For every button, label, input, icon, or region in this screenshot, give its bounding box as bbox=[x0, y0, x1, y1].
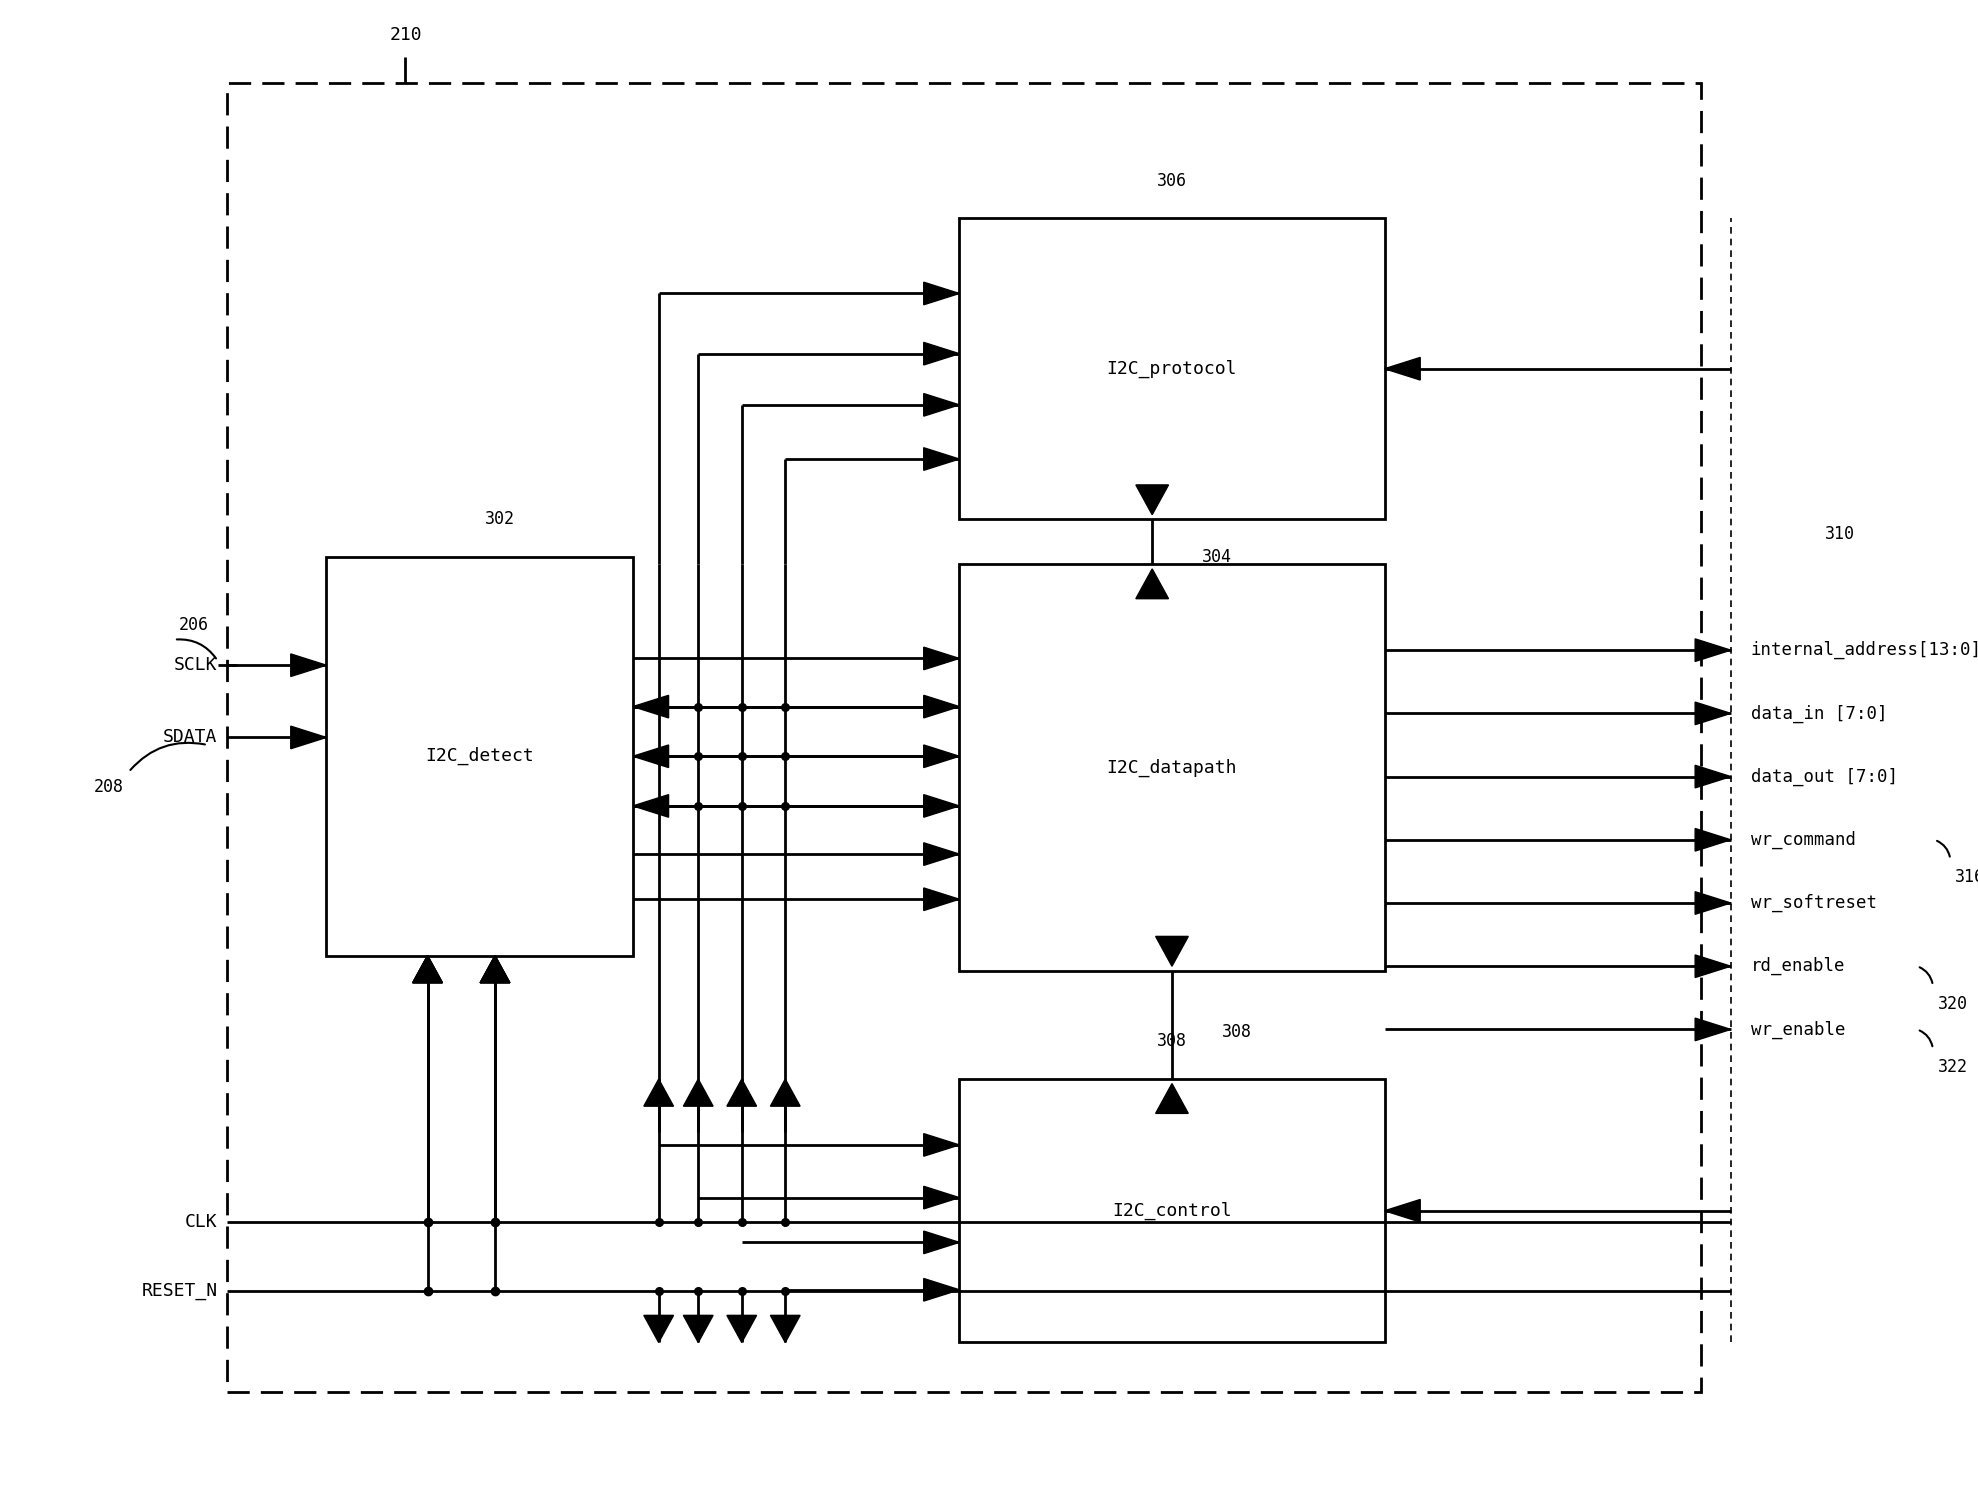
Polygon shape bbox=[481, 956, 510, 983]
Polygon shape bbox=[645, 1079, 673, 1106]
Bar bbox=[959, 1079, 1385, 1342]
Polygon shape bbox=[924, 888, 959, 911]
Polygon shape bbox=[924, 1186, 959, 1209]
Text: data_out [7:0]: data_out [7:0] bbox=[1751, 768, 1897, 786]
Polygon shape bbox=[633, 695, 669, 718]
Polygon shape bbox=[924, 1279, 959, 1300]
Text: data_in [7:0]: data_in [7:0] bbox=[1751, 704, 1887, 722]
Bar bbox=[227, 83, 1701, 1392]
Polygon shape bbox=[1155, 936, 1189, 966]
Polygon shape bbox=[728, 1079, 758, 1106]
Text: I2C_protocol: I2C_protocol bbox=[1108, 360, 1236, 378]
Bar bbox=[959, 564, 1385, 971]
Text: I2C_datapath: I2C_datapath bbox=[1108, 759, 1236, 777]
Polygon shape bbox=[1695, 828, 1731, 852]
Polygon shape bbox=[1695, 703, 1731, 725]
Polygon shape bbox=[924, 1231, 959, 1254]
Polygon shape bbox=[684, 1079, 712, 1106]
Bar bbox=[326, 557, 633, 956]
Text: 208: 208 bbox=[93, 778, 125, 796]
Polygon shape bbox=[1135, 485, 1169, 515]
Text: 308: 308 bbox=[1157, 1032, 1187, 1050]
Polygon shape bbox=[924, 393, 959, 415]
Polygon shape bbox=[924, 745, 959, 768]
Polygon shape bbox=[771, 1315, 799, 1342]
Text: SCLK: SCLK bbox=[174, 656, 218, 674]
Text: I2C_control: I2C_control bbox=[1112, 1201, 1232, 1221]
Text: 206: 206 bbox=[178, 616, 210, 634]
Polygon shape bbox=[413, 956, 443, 983]
Polygon shape bbox=[728, 1315, 758, 1342]
Text: 320: 320 bbox=[1938, 995, 1968, 1013]
Polygon shape bbox=[1155, 1084, 1189, 1114]
Text: 308: 308 bbox=[1222, 1023, 1252, 1041]
Polygon shape bbox=[1385, 1199, 1420, 1222]
Text: 302: 302 bbox=[485, 510, 514, 528]
Text: SDATA: SDATA bbox=[164, 728, 218, 746]
Polygon shape bbox=[1135, 569, 1169, 599]
Text: wr_softreset: wr_softreset bbox=[1751, 894, 1877, 912]
Polygon shape bbox=[291, 727, 326, 748]
Polygon shape bbox=[1695, 1017, 1731, 1041]
Text: I2C_detect: I2C_detect bbox=[425, 746, 534, 766]
Polygon shape bbox=[413, 956, 443, 983]
Polygon shape bbox=[413, 956, 443, 983]
Polygon shape bbox=[1695, 766, 1731, 789]
Text: 210: 210 bbox=[390, 26, 421, 44]
Polygon shape bbox=[1695, 956, 1731, 978]
Text: wr_command: wr_command bbox=[1751, 831, 1855, 849]
Polygon shape bbox=[633, 745, 669, 768]
Text: wr_enable: wr_enable bbox=[1751, 1020, 1845, 1038]
Polygon shape bbox=[481, 956, 510, 983]
Polygon shape bbox=[924, 695, 959, 718]
Polygon shape bbox=[291, 653, 326, 676]
Polygon shape bbox=[684, 1315, 712, 1342]
Polygon shape bbox=[924, 447, 959, 470]
Polygon shape bbox=[924, 647, 959, 670]
Polygon shape bbox=[1695, 640, 1731, 662]
Text: 304: 304 bbox=[1203, 548, 1232, 566]
Polygon shape bbox=[1695, 891, 1731, 915]
Text: RESET_N: RESET_N bbox=[142, 1282, 218, 1300]
Text: internal_address[13:0]: internal_address[13:0] bbox=[1751, 641, 1978, 659]
Text: CLK: CLK bbox=[186, 1213, 218, 1231]
Bar bbox=[959, 218, 1385, 519]
Polygon shape bbox=[633, 795, 669, 817]
Polygon shape bbox=[924, 1133, 959, 1156]
Text: 306: 306 bbox=[1157, 172, 1187, 190]
Polygon shape bbox=[924, 795, 959, 817]
Polygon shape bbox=[645, 1315, 673, 1342]
Polygon shape bbox=[481, 956, 510, 983]
Text: rd_enable: rd_enable bbox=[1751, 957, 1845, 975]
Text: 322: 322 bbox=[1938, 1058, 1968, 1076]
Text: 310: 310 bbox=[1824, 525, 1855, 543]
Polygon shape bbox=[924, 343, 959, 364]
Polygon shape bbox=[924, 843, 959, 865]
Polygon shape bbox=[771, 1079, 799, 1106]
Text: 316: 316 bbox=[1954, 868, 1978, 886]
Polygon shape bbox=[1385, 357, 1420, 379]
Polygon shape bbox=[924, 283, 959, 304]
